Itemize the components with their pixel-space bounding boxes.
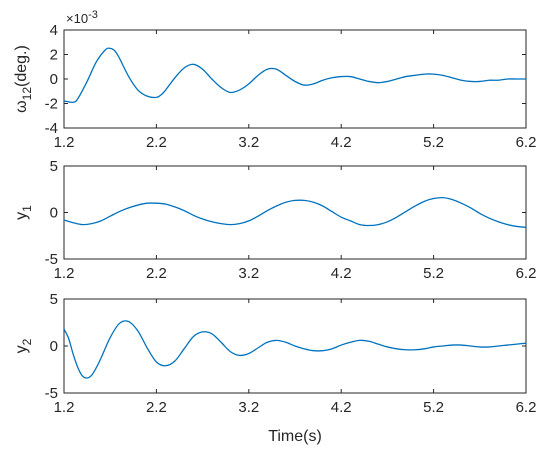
y-axis-label: ω12(deg.): [13, 45, 34, 113]
y-tick-label: 0: [50, 338, 58, 355]
x-tick-label: 1.2: [54, 265, 75, 282]
x-tick-label: 4.2: [331, 399, 352, 416]
x-tick-label: 1.2: [54, 134, 75, 151]
y-tick-label: 0: [50, 205, 58, 222]
subplot-1: 1.2 2.2 3.2 4.2 5.2 6.2 4 2 0 -2 -4 ×10-3 ω12(deg.): [13, 9, 536, 151]
x-tick-label: 3.2: [238, 265, 259, 282]
x-tick-label: 6.2: [516, 265, 537, 282]
x-tick-label: 6.2: [516, 399, 537, 416]
x-tick-label: 4.2: [331, 134, 352, 151]
y-axis-label: y2: [13, 338, 34, 353]
y-tick-label: 0: [50, 71, 58, 88]
x-tick-label: 1.2: [54, 399, 75, 416]
x-tick-label: 5.2: [423, 399, 444, 416]
y-tick-label: -5: [45, 251, 58, 268]
y-tick-label: -5: [45, 385, 58, 402]
plot-area: [63, 165, 527, 260]
subplot-2: 1.2 2.2 3.2 4.2 5.2 6.2 5 0 -5 y1: [13, 158, 536, 282]
x-axis-label: Time(s): [268, 428, 322, 445]
x-tick-label: 4.2: [331, 265, 352, 282]
subplot-3: 1.2 2.2 3.2 4.2 5.2 6.2 5 0 -5 y2 Time(s): [13, 291, 536, 445]
x-tick-label: 5.2: [423, 134, 444, 151]
y-tick-label: 5: [50, 158, 58, 175]
y-tick-label: 5: [50, 291, 58, 308]
x-tick-label: 2.2: [146, 134, 167, 151]
y-axis-label: y1: [13, 205, 34, 220]
y-tick-label: 2: [50, 47, 58, 64]
y-multiplier-label: ×10-3: [66, 9, 98, 26]
x-tick-label: 3.2: [238, 134, 259, 151]
x-tick-label: 2.2: [146, 265, 167, 282]
x-tick-label: 3.2: [238, 399, 259, 416]
y-tick-label: 4: [50, 22, 58, 39]
series-line-1: [64, 47, 526, 103]
plot-area: [63, 29, 527, 129]
x-tick-label: 6.2: [516, 134, 537, 151]
series-line-1: [64, 320, 526, 379]
series-line-1: [64, 196, 526, 229]
y-tick-label: -4: [45, 120, 58, 137]
x-tick-label: 5.2: [423, 265, 444, 282]
x-tick-label: 2.2: [146, 399, 167, 416]
y-tick-label: -2: [45, 96, 58, 113]
